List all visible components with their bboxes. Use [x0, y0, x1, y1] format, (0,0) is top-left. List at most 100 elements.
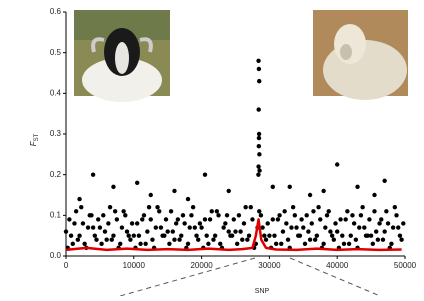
point [157, 209, 161, 213]
point [182, 221, 186, 225]
point [208, 217, 212, 221]
point [167, 242, 171, 246]
y-tick-label: 0.0 [50, 251, 62, 260]
point [177, 238, 181, 242]
point [196, 238, 200, 242]
point [125, 229, 129, 233]
point [377, 221, 381, 225]
point [91, 172, 95, 176]
point [160, 233, 164, 237]
point [86, 225, 90, 229]
point [91, 225, 95, 229]
y-tick-label: 0.4 [50, 88, 62, 97]
y-tick-label: 0.3 [50, 129, 62, 138]
point [382, 229, 386, 233]
point [294, 225, 298, 229]
point [349, 233, 353, 237]
point [123, 213, 127, 217]
point [81, 221, 85, 225]
point [306, 229, 310, 233]
point [191, 205, 195, 209]
point [345, 209, 349, 213]
point [245, 238, 249, 242]
point [189, 213, 193, 217]
point [99, 242, 103, 246]
point [257, 152, 261, 156]
point [250, 217, 254, 221]
point [308, 238, 312, 242]
point [188, 225, 192, 229]
x-tick-label: 0 [64, 261, 69, 270]
point [277, 213, 281, 217]
point [108, 205, 112, 209]
point [256, 172, 260, 176]
point [335, 229, 339, 233]
point [340, 233, 344, 237]
point [296, 233, 300, 237]
point [257, 209, 261, 213]
point [199, 225, 203, 229]
point [243, 205, 247, 209]
point [257, 136, 261, 140]
point [398, 233, 402, 237]
point [198, 221, 202, 225]
point [264, 238, 268, 242]
point [282, 209, 286, 213]
point [193, 225, 197, 229]
point [291, 205, 295, 209]
point [96, 217, 100, 221]
point [323, 225, 327, 229]
point [210, 209, 214, 213]
point [257, 67, 261, 71]
point [98, 225, 102, 229]
point [276, 217, 280, 221]
point [311, 209, 315, 213]
x-tick-label: 20000 [190, 261, 213, 270]
point [342, 242, 346, 246]
point [301, 225, 305, 229]
point [132, 233, 136, 237]
point [104, 238, 108, 242]
point [394, 213, 398, 217]
point [318, 217, 322, 221]
point [111, 185, 115, 189]
y-tick-label: 0.2 [50, 170, 62, 179]
x-tick-label: 50000 [394, 261, 417, 270]
point [393, 205, 397, 209]
point [186, 197, 190, 201]
x-tick-label: 40000 [326, 261, 349, 270]
point [327, 209, 331, 213]
point [67, 217, 71, 221]
point [118, 242, 122, 246]
point [140, 217, 144, 221]
point [238, 229, 242, 233]
point [288, 185, 292, 189]
point [289, 225, 293, 229]
point [172, 189, 176, 193]
point [110, 238, 114, 242]
point [362, 225, 366, 229]
point [71, 242, 75, 246]
y-tick-label: 0.1 [50, 210, 62, 219]
point [381, 238, 385, 242]
point [213, 233, 217, 237]
point [286, 238, 290, 242]
point [228, 233, 232, 237]
point [150, 238, 154, 242]
point [376, 238, 380, 242]
point [257, 79, 261, 83]
point [89, 213, 93, 217]
point [262, 233, 266, 237]
point [135, 221, 139, 225]
point [321, 242, 325, 246]
point [308, 193, 312, 197]
point [135, 181, 139, 185]
point [267, 233, 271, 237]
point [328, 229, 332, 233]
point [315, 233, 319, 237]
point [111, 233, 115, 237]
point [386, 221, 390, 225]
point [372, 193, 376, 197]
x-tick-label: 10000 [123, 261, 146, 270]
point [164, 217, 168, 221]
